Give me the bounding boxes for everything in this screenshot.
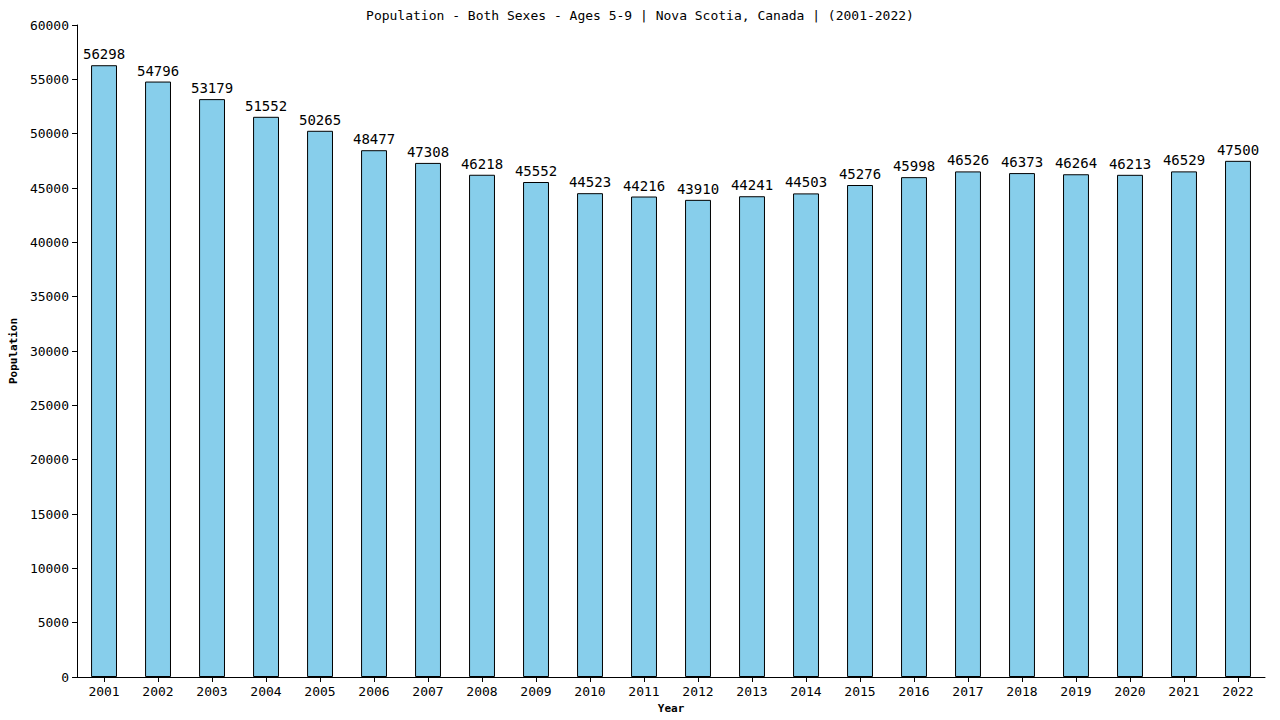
svg-text:30000: 30000 xyxy=(30,344,69,359)
svg-text:2005: 2005 xyxy=(304,684,335,699)
svg-text:2004: 2004 xyxy=(250,684,281,699)
svg-text:43910: 43910 xyxy=(677,181,719,197)
svg-text:2002: 2002 xyxy=(142,684,173,699)
svg-text:2008: 2008 xyxy=(466,684,497,699)
svg-text:2016: 2016 xyxy=(898,684,929,699)
svg-text:2006: 2006 xyxy=(358,684,389,699)
svg-text:35000: 35000 xyxy=(30,289,69,304)
svg-text:2014: 2014 xyxy=(790,684,821,699)
svg-text:46526: 46526 xyxy=(947,152,989,168)
svg-text:50265: 50265 xyxy=(299,112,341,128)
svg-text:45998: 45998 xyxy=(893,158,935,174)
svg-text:45276: 45276 xyxy=(839,166,881,182)
svg-text:2018: 2018 xyxy=(1006,684,1037,699)
svg-text:46213: 46213 xyxy=(1109,156,1151,172)
svg-text:44523: 44523 xyxy=(569,174,611,190)
svg-text:45552: 45552 xyxy=(515,163,557,179)
svg-text:10000: 10000 xyxy=(30,561,69,576)
svg-text:15000: 15000 xyxy=(30,507,69,522)
svg-text:2022: 2022 xyxy=(1222,684,1253,699)
svg-text:51552: 51552 xyxy=(245,98,287,114)
svg-text:48477: 48477 xyxy=(353,131,395,147)
svg-text:2017: 2017 xyxy=(952,684,983,699)
svg-text:46529: 46529 xyxy=(1163,152,1205,168)
svg-text:Population - Both Sexes - Ages: Population - Both Sexes - Ages 5-9 | Nov… xyxy=(366,8,914,23)
svg-text:55000: 55000 xyxy=(30,72,69,87)
svg-text:Year: Year xyxy=(658,702,685,715)
svg-text:5000: 5000 xyxy=(38,615,69,630)
svg-text:53179: 53179 xyxy=(191,80,233,96)
svg-text:40000: 40000 xyxy=(30,235,69,250)
svg-text:47308: 47308 xyxy=(407,144,449,160)
svg-text:2009: 2009 xyxy=(520,684,551,699)
svg-text:2013: 2013 xyxy=(736,684,767,699)
svg-text:2003: 2003 xyxy=(196,684,227,699)
svg-text:56298: 56298 xyxy=(83,46,125,62)
svg-text:60000: 60000 xyxy=(30,18,69,33)
svg-text:2015: 2015 xyxy=(844,684,875,699)
svg-text:2020: 2020 xyxy=(1114,684,1145,699)
svg-text:44241: 44241 xyxy=(731,177,773,193)
svg-text:46373: 46373 xyxy=(1001,154,1043,170)
svg-text:2019: 2019 xyxy=(1060,684,1091,699)
svg-text:20000: 20000 xyxy=(30,452,69,467)
svg-text:54796: 54796 xyxy=(137,63,179,79)
svg-text:25000: 25000 xyxy=(30,398,69,413)
svg-text:46218: 46218 xyxy=(461,156,503,172)
svg-text:2007: 2007 xyxy=(412,684,443,699)
svg-text:45000: 45000 xyxy=(30,181,69,196)
svg-text:Population: Population xyxy=(7,318,20,384)
svg-text:44503: 44503 xyxy=(785,174,827,190)
svg-text:2001: 2001 xyxy=(88,684,119,699)
svg-text:50000: 50000 xyxy=(30,126,69,141)
svg-text:2021: 2021 xyxy=(1168,684,1199,699)
svg-text:44216: 44216 xyxy=(623,178,665,194)
svg-text:2011: 2011 xyxy=(628,684,659,699)
svg-text:2012: 2012 xyxy=(682,684,713,699)
svg-text:0: 0 xyxy=(61,670,69,685)
svg-text:47500: 47500 xyxy=(1217,142,1259,158)
svg-text:46264: 46264 xyxy=(1055,155,1097,171)
svg-text:2010: 2010 xyxy=(574,684,605,699)
